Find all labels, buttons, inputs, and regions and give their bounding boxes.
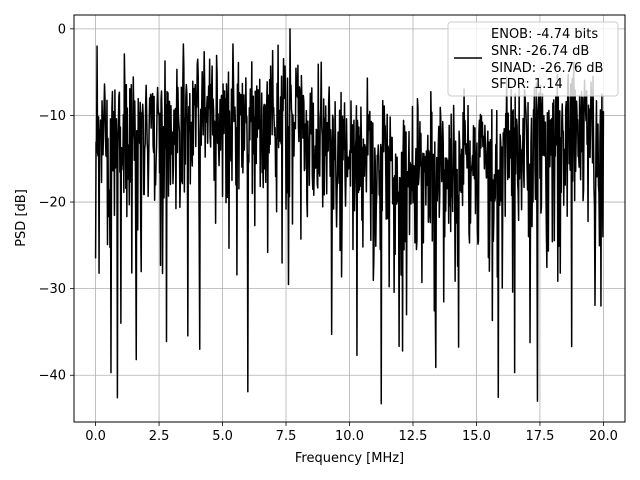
x-tick-label: 20.0 (589, 429, 618, 444)
legend-entry-snr: SNR: -26.74 dB (491, 44, 589, 59)
x-tick-label: 2.5 (149, 429, 170, 444)
y-axis-label: PSD [dB] (14, 189, 29, 247)
x-axis-label: Frequency [MHz] (295, 451, 404, 466)
legend-box (447, 21, 619, 97)
y-tick-label: −30 (39, 282, 66, 297)
legend-entry-sinad: SINAD: -26.76 dB (491, 61, 603, 76)
y-tick-label: −40 (39, 369, 66, 384)
x-tick-label: 5.0 (212, 429, 233, 444)
x-tick-label: 0.0 (85, 429, 106, 444)
y-tick-label: −20 (39, 196, 66, 211)
y-tick-label: 0 (58, 22, 66, 37)
x-tick-label: 10.0 (335, 429, 364, 444)
x-tick-label: 15.0 (462, 429, 491, 444)
data-area (94, 28, 605, 405)
axis-ticks: 0.0 2.5 5.0 7.5 10.0 12.5 15.0 17.5 20.0 0 −10 −20 −… (39, 22, 618, 444)
legend-entry-sfdr: SFDR: 1.14 (491, 77, 563, 92)
x-tick-label: 7.5 (276, 429, 297, 444)
x-tick-label: 12.5 (399, 429, 428, 444)
legend: ENOB: -4.74 bits SNR: -26.74 dB SINAD: -… (447, 21, 619, 97)
y-tick-label: −10 (39, 109, 66, 124)
x-tick-label: 17.5 (525, 429, 554, 444)
legend-entry-enob: ENOB: -4.74 bits (491, 27, 598, 42)
psd-series-line (94, 28, 605, 405)
